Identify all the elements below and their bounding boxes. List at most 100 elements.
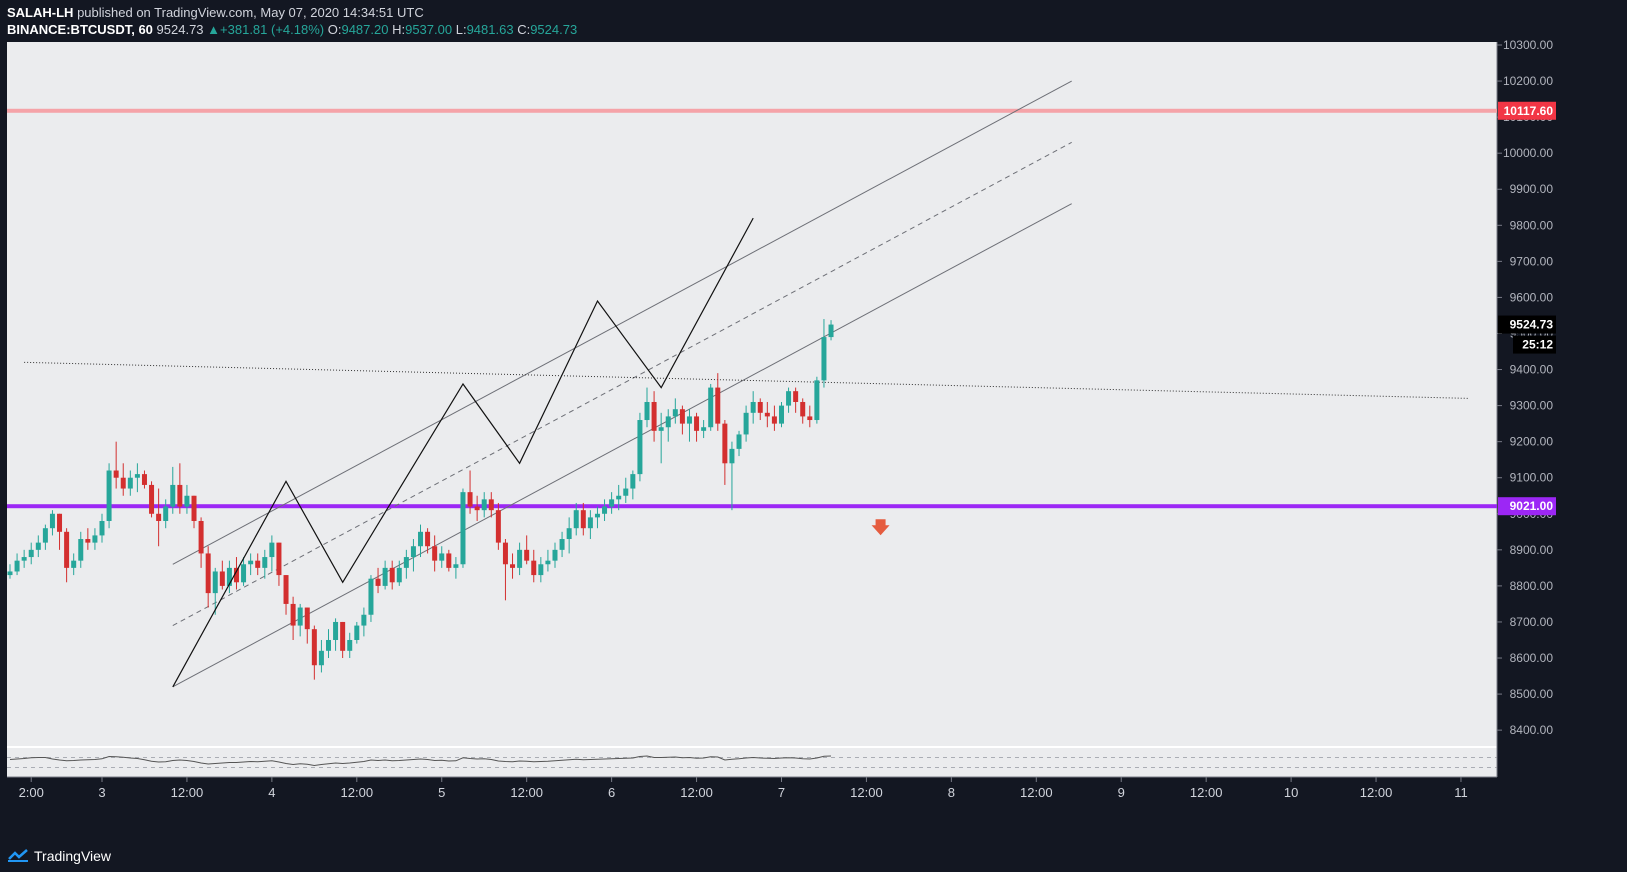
candle-body	[545, 560, 551, 565]
time-tick-label: 3	[98, 785, 105, 800]
candle-body	[297, 607, 303, 626]
candle-body	[715, 387, 721, 424]
candle-body	[786, 391, 792, 406]
price-tick-label: 9200.00	[1510, 435, 1554, 449]
candle-body	[368, 578, 374, 615]
candle-body	[14, 560, 20, 572]
tradingview-brand[interactable]: TradingView	[8, 848, 111, 864]
price-tick-label: 9900.00	[1510, 182, 1554, 196]
candle-body	[814, 380, 820, 421]
candle-body	[467, 492, 473, 507]
time-tick-label: 11	[1454, 785, 1468, 800]
candle-body	[219, 571, 225, 586]
candle-body	[821, 337, 827, 381]
time-tick-label: 12:00	[171, 785, 204, 800]
candle-body	[481, 499, 487, 511]
candle-body	[679, 409, 685, 424]
candle-body	[630, 474, 636, 489]
time-tick-label: 12:00	[1190, 785, 1223, 800]
candle-body	[403, 557, 409, 568]
candle-body	[644, 401, 650, 421]
price-tick-label: 8400.00	[1510, 723, 1554, 737]
candle-body	[212, 571, 218, 594]
price-tick-label: 8600.00	[1510, 651, 1554, 665]
countdown-label: 25:12	[1522, 338, 1553, 352]
open-label: O:	[327, 22, 342, 37]
candle-body	[566, 528, 572, 540]
candle-body	[361, 614, 367, 626]
time-tick-label: 4	[268, 785, 275, 800]
price-change: +381.81 (+4.18%)	[220, 22, 325, 37]
candle-body	[396, 567, 402, 583]
author-name[interactable]: SALAH-LH	[7, 5, 74, 20]
price-tick-label: 10300.00	[1503, 38, 1553, 52]
candle-body	[743, 412, 749, 435]
resistance-price-label-box	[1498, 101, 1556, 120]
candle-body	[510, 564, 516, 568]
candle-body	[800, 401, 806, 417]
candle-body	[92, 535, 98, 543]
support-price-label-box	[1498, 497, 1556, 516]
candle-body	[474, 506, 480, 511]
candle-body	[163, 506, 169, 521]
candle-body	[205, 553, 211, 594]
candle-body	[418, 531, 424, 547]
candle-body	[793, 391, 799, 402]
candle-body	[120, 477, 126, 489]
candle-body	[750, 401, 756, 413]
candle-body	[269, 542, 275, 558]
change-arrow-icon: ▲	[207, 22, 221, 37]
candle-body	[134, 474, 140, 478]
candle-body	[177, 484, 183, 507]
candle-body	[170, 484, 176, 507]
price-tick-label: 8700.00	[1510, 615, 1554, 629]
tradingview-logo-icon	[8, 849, 28, 862]
time-tick-label: 5	[438, 785, 445, 800]
candle-body	[559, 539, 565, 550]
time-tick-label: 12:00	[850, 785, 883, 800]
candle-body	[616, 495, 622, 500]
candle-body	[488, 499, 494, 511]
candle-body	[425, 531, 431, 547]
candle-body	[255, 560, 261, 568]
candle-body	[602, 506, 608, 514]
price-tick-label: 9300.00	[1510, 399, 1554, 413]
candle-body	[587, 517, 593, 529]
last-price-label-box	[1498, 315, 1556, 334]
plot-area	[7, 42, 1497, 746]
candle-body	[233, 567, 239, 583]
channel-mid-line	[172, 141, 1072, 627]
candle-body	[71, 560, 77, 568]
price-chart[interactable]: 10300.0010200.0010100.0010000.009900.009…	[0, 0, 1627, 840]
price-tick-label: 10200.00	[1503, 74, 1553, 88]
candle-body	[637, 420, 643, 475]
candle-body	[78, 539, 84, 561]
zigzag-projection	[172, 217, 754, 688]
candle-body	[21, 557, 27, 561]
candle-body	[778, 405, 784, 424]
candle-body	[28, 549, 34, 558]
candle-body	[729, 448, 735, 464]
candle-body	[333, 621, 339, 640]
candle-body	[198, 520, 204, 554]
time-tick-label: 2:00	[19, 785, 44, 800]
symbol-info-line: BINANCE:BTCUSDT, 60 9524.73 ▲+381.81 (+4…	[7, 22, 577, 37]
published-info: published on TradingView.com, May 07, 20…	[77, 5, 424, 20]
candle-body	[262, 557, 268, 568]
candle-body	[191, 495, 197, 521]
candle-body	[495, 510, 501, 543]
trendline-dotted	[24, 361, 1469, 399]
price-tick-label: 8500.00	[1510, 687, 1554, 701]
time-tick-label: 8	[948, 785, 955, 800]
price-tick-label: 9700.00	[1510, 254, 1554, 268]
candle-body	[99, 520, 105, 536]
candle-body	[580, 510, 586, 529]
channel-upper-line	[172, 80, 1072, 565]
time-tick-label: 12:00	[341, 785, 374, 800]
candle-body	[283, 575, 289, 604]
candle-body	[226, 567, 232, 586]
price-tick-label: 9400.00	[1510, 363, 1554, 377]
candle-body	[325, 639, 331, 651]
candle-body	[432, 546, 438, 561]
candle-body	[736, 434, 742, 449]
